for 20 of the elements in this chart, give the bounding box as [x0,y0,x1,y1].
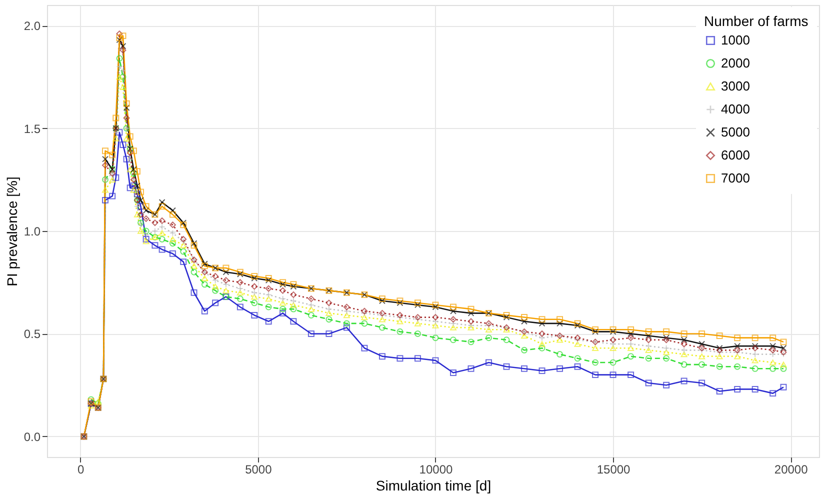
x-tick-label: 5000 [245,462,272,476]
legend-label: 5000 [721,124,750,140]
legend-label: 3000 [721,78,750,94]
x-tick-label: 10000 [419,462,453,476]
y-axis-title: PI prevalence [%] [4,176,20,286]
y-tick-label: 0.5 [24,327,41,342]
y-tick-label: 2.0 [24,19,41,34]
y-tick-label: 0.0 [24,430,41,444]
y-tick-label: 1.5 [24,122,41,136]
legend-label: 4000 [721,102,750,116]
legend-label: 6000 [721,148,750,162]
legend-title: Number of farms [704,13,808,29]
legend-label: 1000 [721,32,750,48]
x-tick-label: 15000 [596,462,631,476]
x-tick-label: 0 [78,462,85,476]
legend-label: 7000 [721,170,750,186]
y-tick-label: 1.0 [24,224,41,238]
legend-label: 2000 [721,56,750,70]
x-axis-title: Simulation time [d] [376,478,492,494]
x-tick-label: 20000 [774,462,808,476]
